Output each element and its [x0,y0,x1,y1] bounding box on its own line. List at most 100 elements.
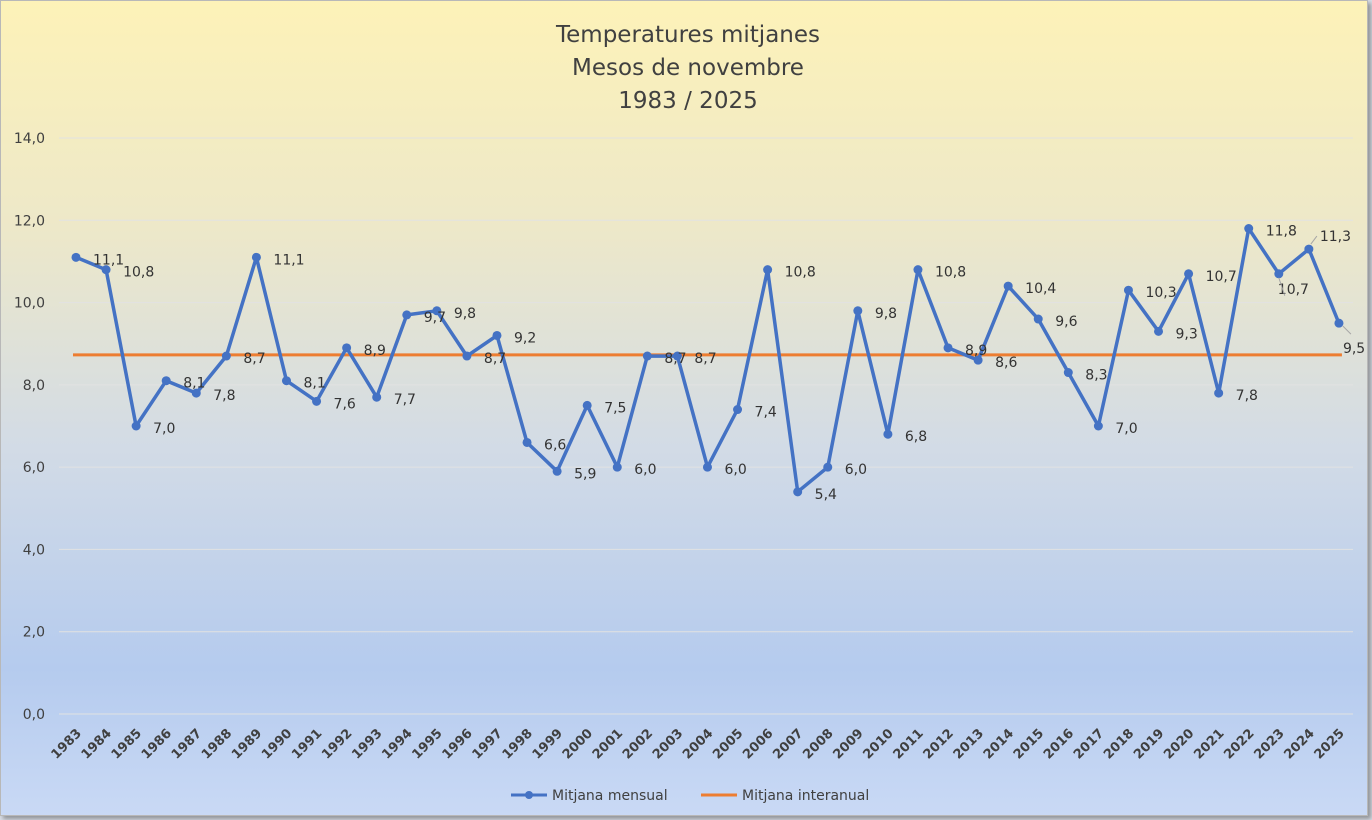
x-tick-label: 2024 [1282,726,1318,762]
data-label: 8,9 [965,343,987,359]
x-tick-label: 1993 [349,726,385,762]
data-point [913,265,923,275]
title-line-3: 1983 / 2025 [618,88,757,114]
data-label: 8,1 [303,376,325,392]
data-point [312,396,322,406]
y-tick-label: 8,0 [23,378,45,394]
x-tick-label: 1985 [109,726,145,762]
gridlines [59,137,1353,715]
x-tick-label: 2006 [740,726,776,762]
data-label: 9,5 [1343,341,1365,357]
data-point [883,429,893,439]
data-point [763,265,773,275]
data-point [1154,326,1164,336]
data-point [342,343,352,353]
legend-marker-monthly [525,791,533,799]
data-point [1304,244,1314,254]
x-tick-label: 2020 [1161,726,1197,762]
x-tick-label: 2022 [1221,726,1257,762]
data-label: 8,7 [484,351,506,367]
data-label: 9,7 [424,310,446,326]
x-tick-label: 2002 [620,726,656,762]
data-label: 7,8 [1236,388,1258,404]
x-tick-label: 2014 [981,726,1017,762]
x-tick-label: 1994 [379,726,415,762]
data-label: 8,3 [1085,368,1107,384]
data-label: 7,7 [394,392,416,408]
x-tick-label: 1987 [169,726,205,762]
data-point [552,466,562,476]
data-label: 7,0 [1115,421,1137,437]
data-point [1063,368,1073,378]
data-label: 7,4 [755,405,777,421]
x-tick-label: 2015 [1011,726,1047,762]
data-point [372,392,382,402]
data-label: 8,7 [664,351,686,367]
x-axis-ticks: 1983198419851986198719881989199019911992… [49,726,1348,762]
data-point [522,437,532,447]
y-axis-ticks: 0,0 2,0 4,0 6,0 8,0 10,0 12,0 14,0 [14,131,45,723]
x-tick-label: 2007 [770,726,806,762]
legend-label-average: Mitjana interanual [742,788,869,804]
x-tick-label: 2013 [951,726,987,762]
data-point [672,351,682,361]
data-point [131,421,141,431]
data-label: 8,7 [694,351,716,367]
y-tick-label: 12,0 [14,213,45,229]
data-label: 11,8 [1266,224,1297,240]
data-point [462,351,472,361]
data-point [1184,269,1194,279]
data-label: 8,9 [364,343,386,359]
data-label: 6,8 [905,429,927,445]
data-label: 6,0 [845,462,867,478]
data-point [191,388,201,398]
data-point [612,462,622,472]
data-point [71,252,81,262]
x-tick-label: 2021 [1191,726,1227,762]
data-point [1093,421,1103,431]
x-tick-label: 1983 [49,726,85,762]
monthly-series [71,224,1344,497]
data-point [251,252,261,262]
label-leader-line [1278,277,1286,296]
data-point [793,487,803,497]
data-label: 9,2 [514,330,536,346]
data-label: 10,3 [1145,285,1176,301]
data-label: 6,0 [634,462,656,478]
legend-label-monthly: Mitjana mensual [552,788,668,804]
x-tick-label: 2018 [1101,726,1137,762]
data-point [733,405,743,415]
data-point [101,265,111,275]
x-tick-label: 2023 [1251,726,1287,762]
data-point [281,376,291,386]
data-label: 7,6 [334,396,356,412]
data-label: 10,8 [785,265,816,281]
title-line-1: Temperatures mitjanes [555,22,820,48]
x-tick-label: 2000 [560,726,596,762]
x-tick-label: 2016 [1041,726,1077,762]
data-point [853,306,863,316]
data-label: 7,8 [213,388,235,404]
x-tick-label: 2001 [590,726,626,762]
data-label: 5,9 [574,466,596,482]
data-label: 8,6 [995,355,1017,371]
data-point [702,462,712,472]
data-point [1334,318,1344,328]
data-point [492,330,502,340]
y-tick-label: 0,0 [23,707,45,723]
y-tick-label: 10,0 [14,296,45,312]
data-label: 10,8 [935,265,966,281]
x-tick-label: 2004 [680,726,716,762]
data-label: 9,6 [1055,314,1077,330]
x-tick-label: 1995 [409,726,445,762]
data-point [432,306,442,316]
data-label: 11,1 [93,252,124,268]
data-labels: 11,110,87,08,17,88,711,18,17,68,97,79,7 9… [93,224,1365,503]
x-tick-label: 1996 [440,726,476,762]
data-point [1244,224,1254,234]
title-line-2: Mesos de novembre [572,55,804,81]
x-tick-label: 2025 [1312,726,1348,762]
data-point [973,355,983,365]
